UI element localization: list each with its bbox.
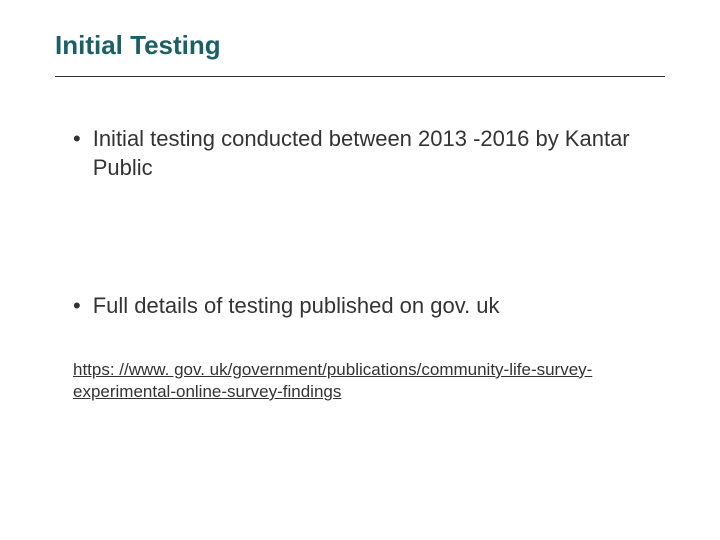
bullet-marker: • — [73, 292, 81, 321]
link-block: https: //www. gov. uk/government/publica… — [73, 359, 665, 403]
bullet-text: Full details of testing published on gov… — [93, 292, 500, 321]
bullet-item: • Initial testing conducted between 2013… — [55, 125, 665, 182]
bullet-marker: • — [73, 125, 81, 182]
bullet-text: Initial testing conducted between 2013 -… — [93, 125, 665, 182]
bullet-item: • Full details of testing published on g… — [55, 292, 665, 321]
slide-title: Initial Testing — [55, 30, 665, 77]
publication-link[interactable]: https: //www. gov. uk/government/publica… — [73, 360, 592, 401]
